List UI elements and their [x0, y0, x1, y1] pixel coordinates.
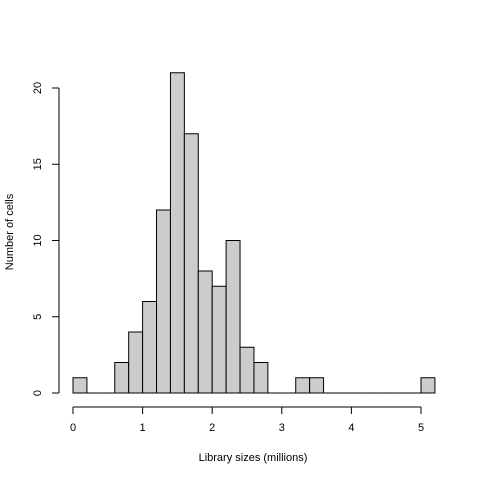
histogram-bar [309, 377, 325, 394]
histogram-bar [225, 240, 241, 394]
histogram-bar [420, 377, 436, 394]
histogram-bar [72, 377, 88, 394]
histogram-bar [295, 377, 311, 394]
y-tick-label: 15 [32, 158, 44, 170]
y-axis: 0 5 10 15 20 [32, 82, 60, 396]
x-axis-title: Library sizes (millions) [199, 452, 308, 464]
histogram-bar [253, 362, 269, 394]
x-tick-label: 0 [70, 422, 76, 434]
histogram-bar [142, 301, 158, 394]
x-tick-label: 2 [209, 422, 215, 434]
y-tick-label: 5 [32, 314, 44, 320]
x-tick-label: 5 [418, 422, 424, 434]
histogram-bar [239, 346, 255, 394]
histogram-bar [169, 72, 185, 394]
histogram-bar [183, 133, 199, 394]
x-tick-label: 4 [348, 422, 354, 434]
histogram-bar [197, 270, 213, 394]
y-tick-label: 20 [32, 82, 44, 94]
histogram-bar [114, 362, 130, 394]
y-tick-label: 0 [32, 390, 44, 396]
histogram-bar [156, 209, 171, 394]
x-tick-label: 3 [279, 422, 285, 434]
x-axis: 0 1 2 3 4 5 [70, 406, 424, 434]
bars-layer [72, 72, 436, 394]
histogram-bar [128, 331, 144, 394]
x-tick-label: 1 [140, 422, 146, 434]
histogram-bar [211, 285, 227, 394]
y-tick-label: 10 [32, 234, 44, 246]
y-axis-title: Number of cells [4, 193, 16, 270]
